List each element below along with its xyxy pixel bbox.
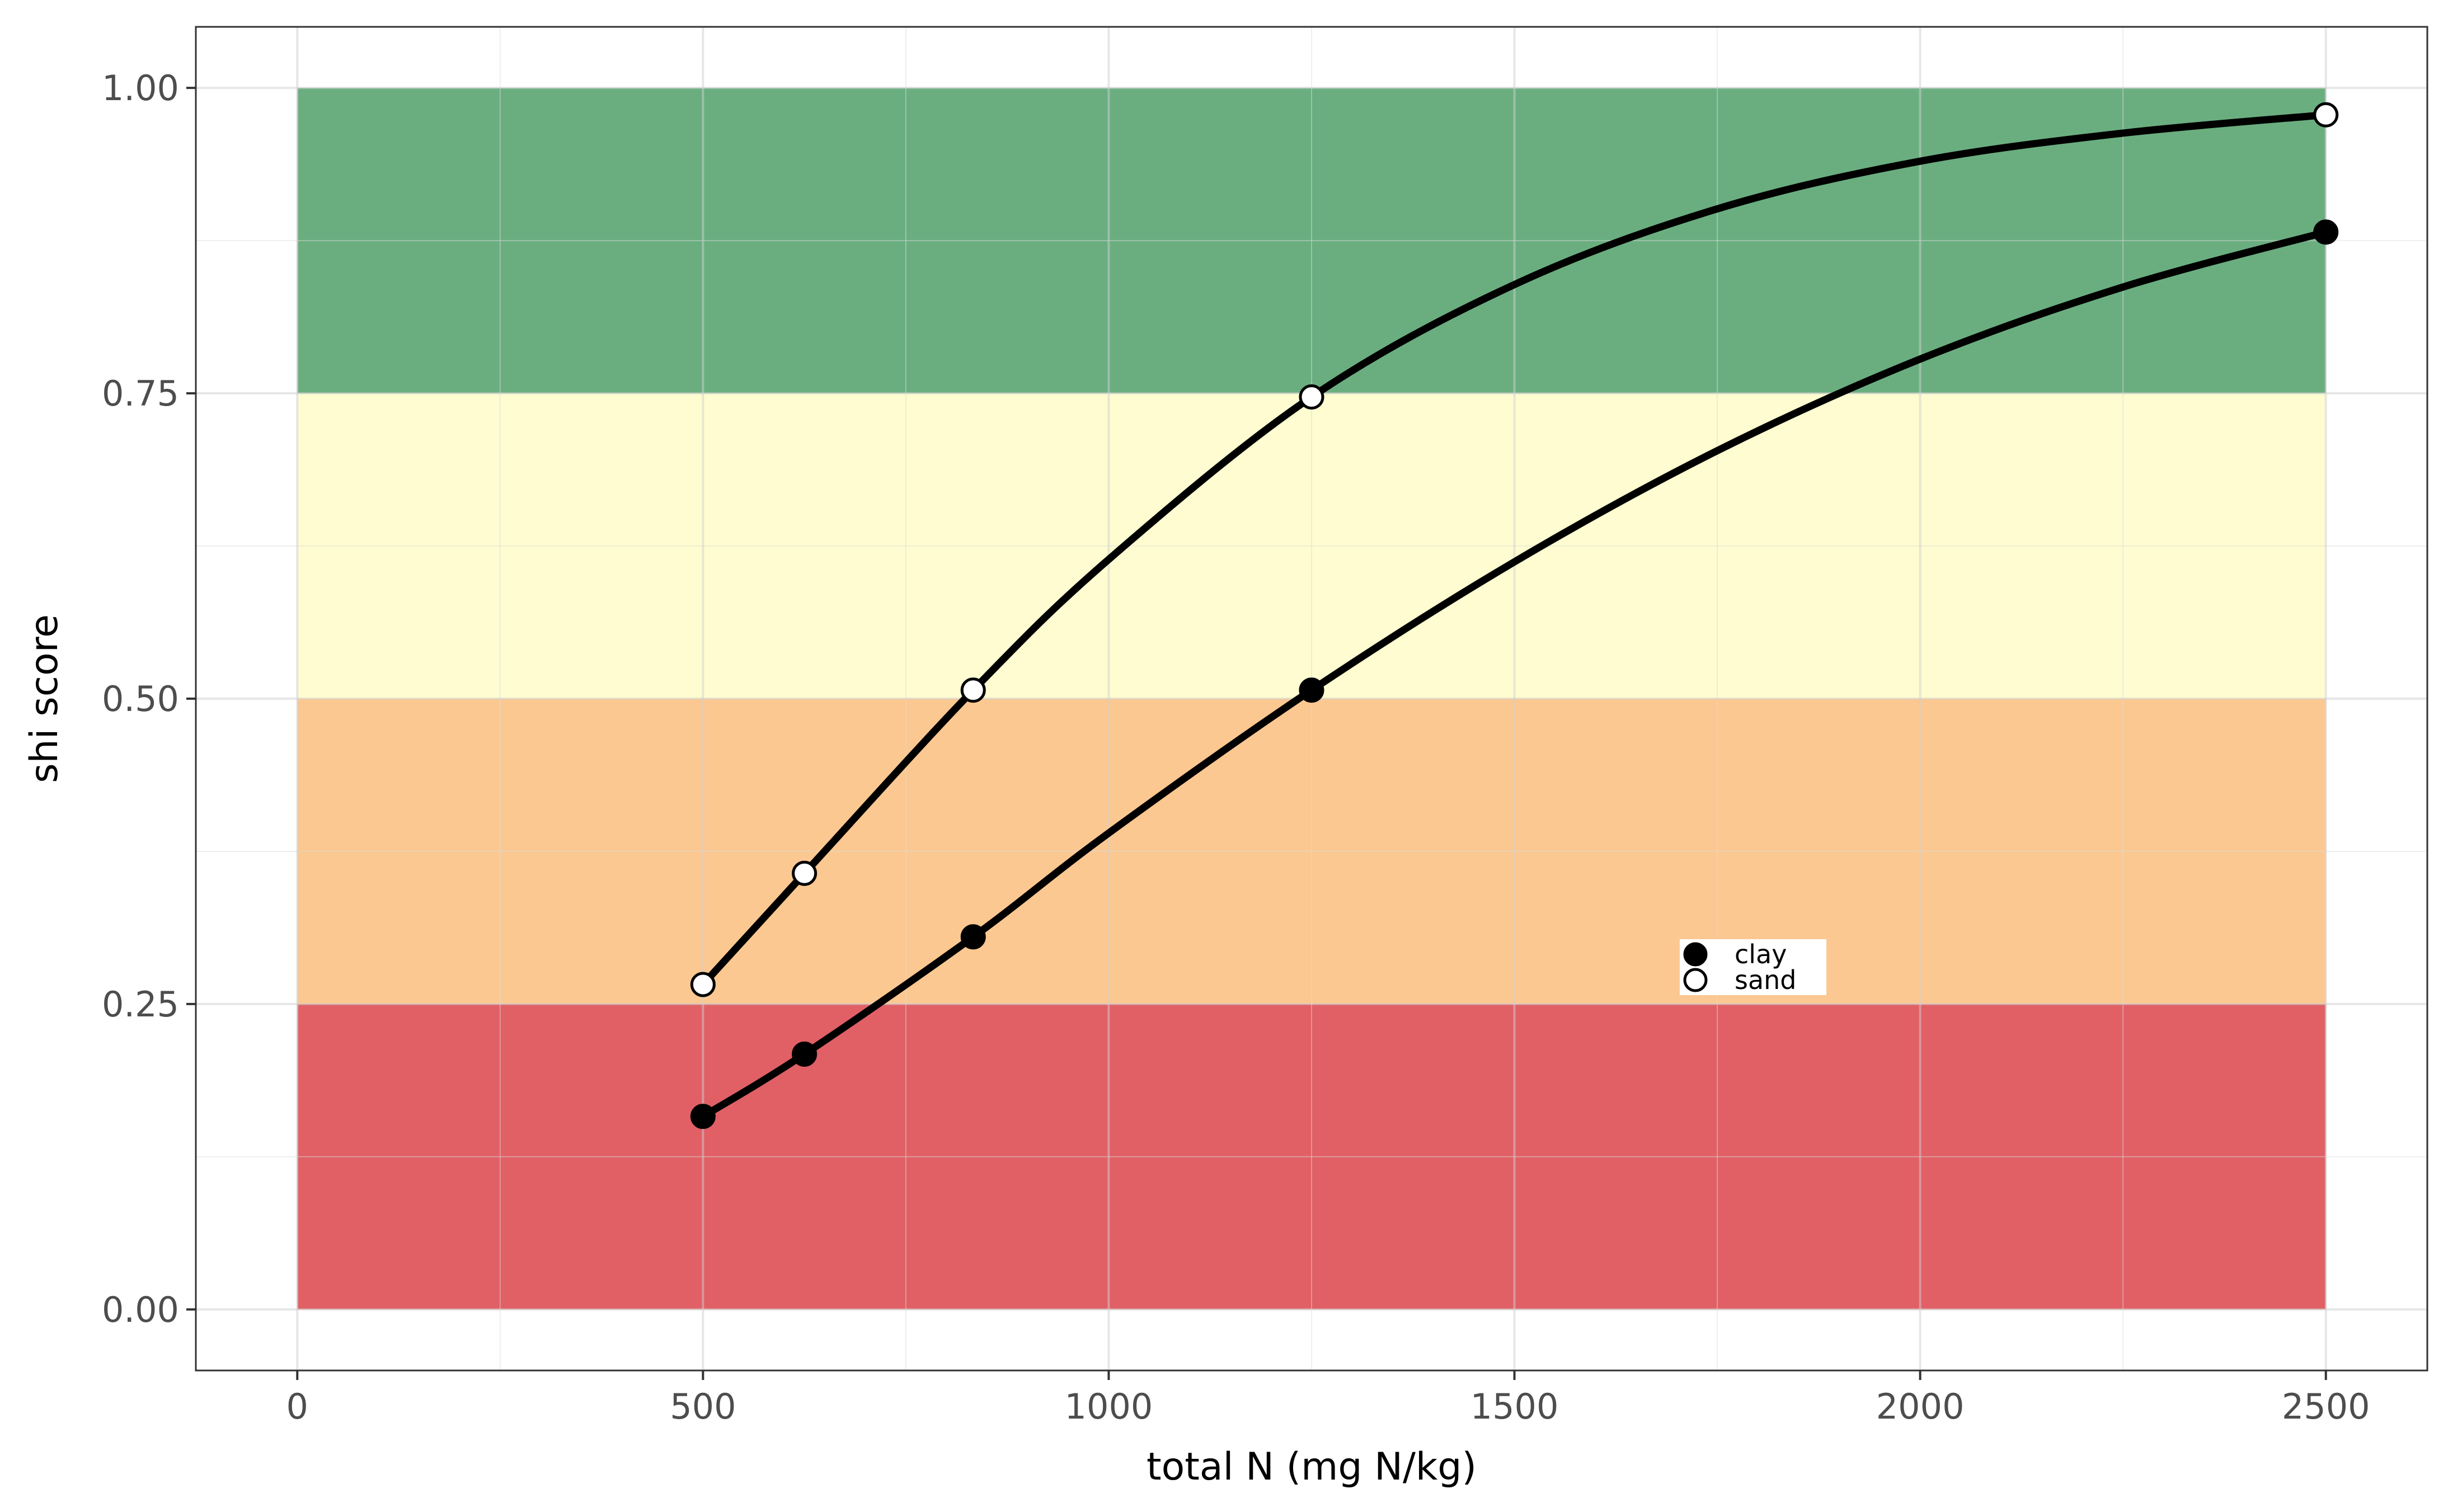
x-tick-label-1: 500 (670, 1386, 736, 1427)
score-band-0 (297, 1004, 2326, 1310)
score-bands (297, 88, 2326, 1310)
data-point-sand-0 (690, 972, 716, 997)
y-tick-label-0: 0.00 (102, 1289, 179, 1330)
series-line-clay (699, 228, 2330, 1120)
data-point-sand-3 (1299, 384, 1324, 410)
legend-key-clay (1683, 942, 1708, 967)
series-points (690, 102, 2339, 1129)
x-tick-label-5: 2500 (2282, 1386, 2370, 1427)
y-axis-title: shi score (22, 614, 67, 783)
x-axis-title: total N (mg N/kg) (1147, 1445, 1477, 1489)
data-point-sand-2 (960, 677, 986, 703)
data-point-clay-2 (960, 924, 986, 950)
y-tick-label-3: 0.75 (102, 373, 179, 414)
data-point-sand-1 (792, 860, 817, 886)
data-point-clay-3 (1299, 677, 1324, 703)
y-tick-label-2: 0.50 (102, 679, 179, 719)
legend-label-sand: sand (1735, 965, 1797, 995)
x-tick-label-0: 0 (286, 1386, 308, 1427)
data-point-clay-1 (792, 1041, 817, 1067)
score-band-1 (297, 699, 2326, 1004)
score-band-3 (297, 88, 2326, 394)
data-point-clay-0 (690, 1104, 716, 1129)
axis-ticks: 0 500 1000 1500 2000 2500 0.00 0.25 0.50 0.75 1.00 (102, 68, 2370, 1427)
data-point-sand-4 (2313, 102, 2339, 128)
data-point-clay-4 (2313, 219, 2339, 245)
legend-label-clay: clay (1735, 939, 1787, 969)
y-tick-label-1: 0.25 (102, 984, 179, 1025)
series-lines (699, 111, 2330, 1120)
series-line-sand (699, 111, 2330, 988)
score-band-2 (297, 393, 2326, 699)
x-tick-label-4: 2000 (1876, 1386, 1965, 1427)
legend-key-sand (1683, 968, 1708, 992)
y-tick-label-4: 1.00 (102, 68, 179, 109)
x-tick-label-3: 1500 (1470, 1386, 1559, 1427)
x-tick-label-2: 1000 (1065, 1386, 1153, 1427)
